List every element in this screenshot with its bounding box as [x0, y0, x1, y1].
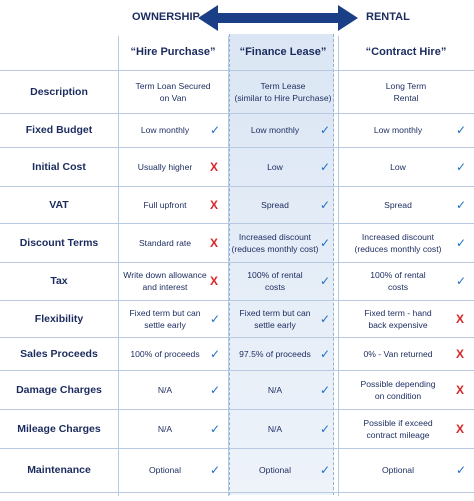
row-line [0, 370, 474, 371]
cell-text: 0% - Van returned [363, 348, 433, 359]
row-label: Sales Proceeds [20, 347, 98, 360]
cell-text: Optional [381, 465, 414, 475]
status-mark: ✓ [320, 197, 331, 212]
row-label: Tax [50, 275, 68, 287]
row-label: Initial Cost [32, 160, 86, 173]
cell-text: Spread [261, 199, 289, 210]
cell-text: N/A [267, 384, 283, 395]
row-label: Description [30, 85, 88, 98]
row-label: Fixed Budget [25, 124, 93, 136]
cell-text: Spread [384, 199, 412, 210]
status-mark: ✓ [320, 159, 331, 174]
cell-text: 100% of proceeds [130, 348, 200, 359]
cell-text: Fixed term - hand back expensive [364, 307, 432, 330]
row-label: VAT [49, 198, 69, 211]
status-mark: ✓ [320, 382, 331, 397]
status-mark: ✓ [210, 123, 221, 137]
column-header: “Contract Hire” [365, 46, 447, 58]
status-mark: ✓ [456, 463, 467, 477]
status-mark: ✓ [456, 197, 467, 212]
cell-text: Optional [258, 465, 291, 475]
cell-text: Write down allowance and interest [123, 270, 207, 292]
cell-text: Low [267, 161, 283, 172]
status-mark: X [456, 421, 465, 436]
row-line [0, 262, 474, 263]
cell-text: Low [390, 161, 406, 172]
cell-text: Usually higher [137, 161, 193, 172]
row-line [0, 186, 474, 187]
cell-text: Standard rate [138, 237, 192, 248]
status-mark: ✓ [456, 123, 467, 137]
cell-text: Long Term Rental [385, 80, 427, 103]
cell-text: Possible depending on condition [360, 378, 436, 401]
highlight-column [229, 34, 334, 495]
status-mark: X [456, 311, 465, 326]
row-line [0, 409, 474, 410]
status-mark: X [210, 235, 219, 250]
row-label: Mileage Charges [17, 422, 101, 435]
row-line [0, 113, 474, 114]
cell-text: N/A [157, 423, 173, 434]
ownership-header: OWNERSHIP [132, 11, 200, 23]
cell-text: Full upfront [143, 199, 187, 210]
status-mark: ✓ [210, 421, 221, 436]
cell-text: Low monthly [373, 125, 423, 135]
cell-text: Optional [148, 465, 181, 475]
row-label: Maintenance [27, 464, 91, 476]
cell-text: N/A [157, 384, 173, 395]
row-line [0, 337, 474, 338]
column-header: “Hire Purchase” [130, 46, 216, 58]
row-label: Discount Terms [19, 236, 99, 249]
cell-text: 97.5% of proceeds [239, 348, 311, 359]
cell-text: 100% of rental costs [370, 270, 426, 292]
status-mark: ✓ [320, 463, 331, 477]
row-label: Damage Charges [16, 383, 102, 396]
cell-text: Fixed term but can settle early [239, 307, 311, 330]
status-mark: ✓ [456, 235, 467, 250]
status-mark: X [210, 159, 219, 174]
row-line [0, 223, 474, 224]
cell-text: N/A [267, 423, 283, 434]
column-line [228, 36, 229, 496]
column-line [338, 36, 339, 496]
row-label: Flexibility [34, 312, 84, 325]
status-mark: ✓ [210, 311, 221, 326]
cell-text: Increased discount (reduces monthly cost… [354, 231, 442, 254]
row-line [0, 492, 474, 493]
status-mark: ✓ [456, 274, 467, 288]
status-mark: X [456, 346, 465, 361]
status-mark: X [456, 382, 465, 397]
row-line [0, 147, 474, 148]
row-line [0, 300, 474, 301]
status-mark: ✓ [320, 274, 331, 288]
row-line [0, 70, 474, 71]
cell-text: Possible if exceed contract mileage [363, 417, 433, 440]
status-mark: ✓ [210, 382, 221, 397]
status-mark: ✓ [320, 311, 331, 326]
status-mark: ✓ [210, 346, 221, 361]
cell-text: Fixed term but can settle early [129, 307, 201, 330]
cell-text: Term Lease (similar to Hire Purchase) [234, 80, 332, 103]
status-mark: ✓ [320, 235, 331, 250]
rental-header: RENTAL [366, 11, 410, 23]
status-mark: ✓ [320, 421, 331, 436]
status-mark: ✓ [320, 346, 331, 361]
row-line [0, 448, 474, 449]
cell-text: Low monthly [140, 125, 190, 135]
column-line [118, 36, 119, 496]
column-header: “Finance Lease” [239, 46, 327, 58]
double-arrow [198, 5, 358, 31]
cell-text: 100% of rental costs [247, 270, 303, 292]
status-mark: ✓ [456, 159, 467, 174]
cell-text: Increased discount (reduces monthly cost… [231, 231, 319, 254]
cell-text: Low monthly [250, 125, 300, 135]
status-mark: ✓ [320, 123, 331, 137]
status-mark: X [210, 197, 219, 212]
cell-text: Term Loan Secured on Van [135, 80, 211, 103]
status-mark: X [210, 274, 219, 288]
status-mark: ✓ [210, 463, 221, 477]
